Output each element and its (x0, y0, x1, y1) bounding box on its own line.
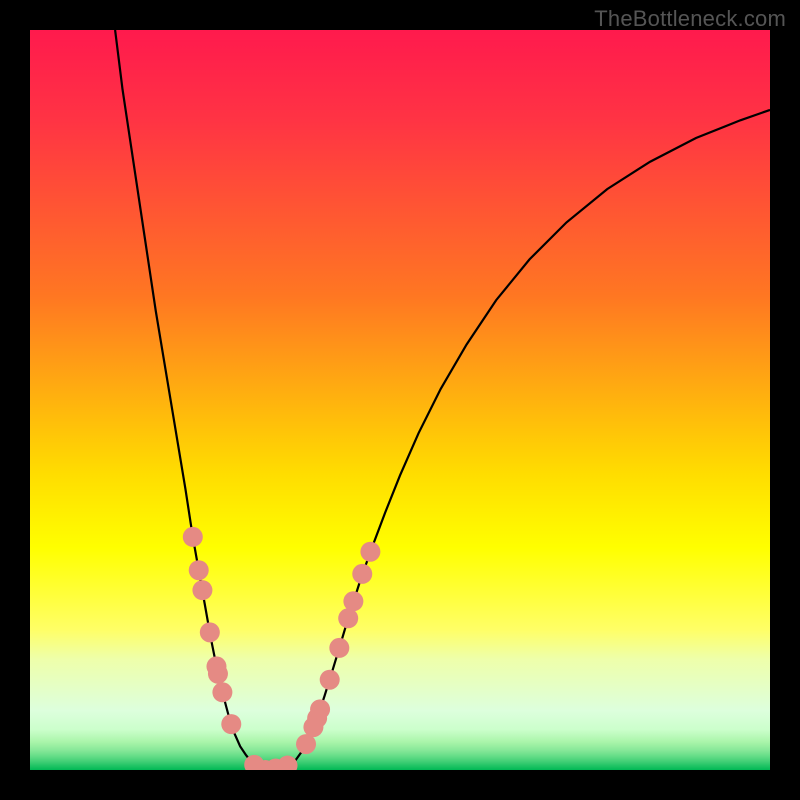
data-marker (343, 591, 363, 611)
data-marker (310, 699, 330, 719)
data-marker (296, 734, 316, 754)
plot-svg (30, 30, 770, 770)
watermark-text: TheBottleneck.com (594, 6, 786, 32)
data-marker (221, 714, 241, 734)
data-marker (338, 608, 358, 628)
data-marker (360, 542, 380, 562)
data-marker (189, 560, 209, 580)
data-marker (208, 664, 228, 684)
data-marker (192, 580, 212, 600)
data-marker (212, 682, 232, 702)
data-marker (200, 622, 220, 642)
plot-background (30, 30, 770, 770)
data-marker (183, 527, 203, 547)
chart-container: TheBottleneck.com (0, 0, 800, 800)
data-marker (320, 670, 340, 690)
data-marker (329, 638, 349, 658)
data-marker (352, 564, 372, 584)
